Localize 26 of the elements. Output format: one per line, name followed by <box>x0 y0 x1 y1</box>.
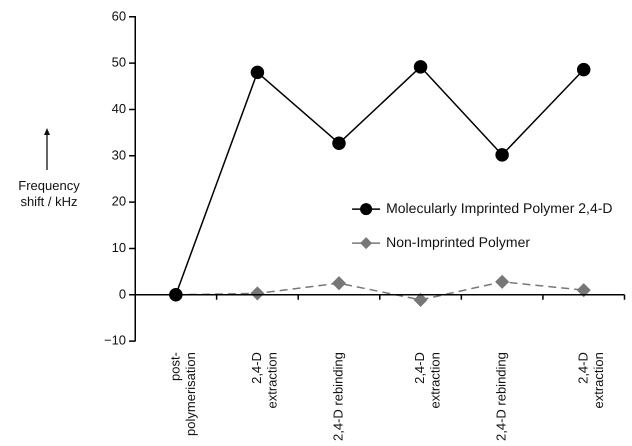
y-axis-title: Frequency shift / kHz <box>17 178 81 210</box>
y-tick-label: 50 <box>112 54 126 70</box>
x-tick-label: 2,4-D rebinding <box>330 352 346 442</box>
x-tick-label: 2,4-D extraction <box>248 352 280 408</box>
legend-label: Molecularly Imprinted Polymer 2,4-D <box>386 200 612 216</box>
point <box>576 62 590 76</box>
y-tick-label: 30 <box>112 147 126 162</box>
x-tick-label: 2,4-D rebinding <box>494 352 509 442</box>
point <box>495 275 509 289</box>
y-tick-label: 60 <box>112 8 126 24</box>
y-tick-label: −10 <box>104 332 126 348</box>
y-tick-label: 10 <box>112 240 126 256</box>
legend-label: Non-Imprinted Polymer <box>386 234 530 250</box>
point <box>414 60 428 74</box>
y-tick-label: 40 <box>112 101 126 116</box>
point <box>332 276 346 290</box>
point <box>495 148 509 162</box>
x-tick-label: 2,4-D extraction <box>575 352 606 408</box>
point <box>332 136 346 150</box>
point <box>576 283 590 297</box>
x-tick-label: 2,4-D extraction <box>412 352 443 408</box>
y-tick-label: 0 <box>118 286 126 302</box>
y-tick-label: 20 <box>112 194 126 209</box>
x-tick-label: post- polymerisation <box>167 352 198 436</box>
point <box>414 293 428 307</box>
point <box>250 66 264 80</box>
